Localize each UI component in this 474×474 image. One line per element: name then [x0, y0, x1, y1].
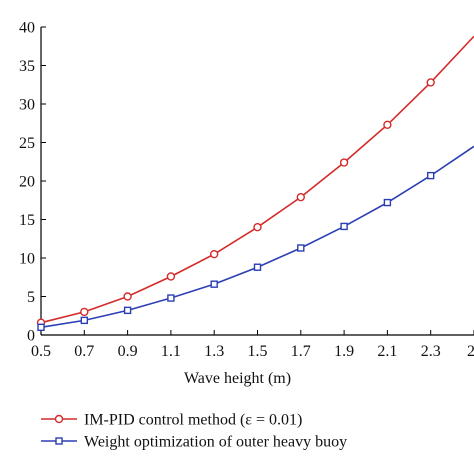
y-tick-label: 20: [19, 174, 35, 191]
data-point: [80, 316, 89, 325]
x-tick-label: 0.7: [74, 343, 94, 360]
x-tick-label: 0.9: [118, 343, 138, 360]
data-point: [210, 280, 218, 288]
legend-entry-1: IM-PID control method (ε = 0.01): [41, 412, 302, 429]
data-point: [167, 294, 175, 302]
y-tick-label: 10: [19, 251, 35, 268]
data-point: [427, 171, 435, 180]
y-tick-label: 25: [19, 135, 35, 152]
x-tick-label: 1.9: [334, 343, 354, 360]
data-point: [253, 222, 262, 232]
legend-entry-2: Weight optimization of outer heavy buoy: [41, 434, 347, 451]
x-tick-label: 2.1: [377, 343, 397, 360]
data-point: [426, 78, 435, 87]
x-ticks: 0.5 0.7 0.9 1.1 1.3 1.5 1.7 1.9 2.1 2.3 2: [31, 330, 474, 360]
data-point: [297, 244, 305, 252]
y-ticks: 0 5 10 15 20 25 30 35 40: [19, 20, 46, 345]
data-point: [209, 249, 219, 259]
y-tick-label: 0: [27, 328, 35, 345]
series-layer: [36, 35, 474, 331]
x-tick-label: 2.3: [421, 343, 441, 360]
x-tick-label: 1.1: [161, 343, 181, 360]
x-tick-label: 1.7: [291, 343, 311, 360]
x-axis-title: Wave height (m): [184, 370, 291, 387]
x-tick-label: 1.5: [248, 343, 268, 360]
y-tick-label: 5: [27, 289, 35, 306]
series-line: [40, 145, 474, 329]
y-tick-label: 15: [19, 212, 35, 229]
legend-label: IM-PID control method (ε = 0.01): [84, 412, 302, 429]
data-point: [80, 307, 89, 317]
legend-swatch-marker: [54, 414, 64, 424]
data-point: [296, 192, 305, 202]
legend-swatch-marker: [55, 437, 63, 445]
series-2: [37, 145, 474, 331]
x-tick-label: 0.5: [31, 343, 51, 360]
axes: [40, 27, 474, 336]
legend: IM-PID control method (ε = 0.01) Weight o…: [41, 412, 347, 451]
data-point: [253, 263, 262, 271]
data-point: [37, 323, 45, 331]
data-point: [123, 306, 132, 315]
x-tick-label: 2: [467, 343, 474, 360]
data-point: [383, 198, 392, 207]
y-tick-label: 40: [19, 20, 35, 37]
series-1: [36, 35, 474, 327]
data-point: [383, 120, 392, 129]
y-tick-label: 35: [19, 58, 35, 75]
data-point: [123, 292, 132, 301]
data-point: [339, 158, 349, 167]
x-tick-label: 1.3: [204, 343, 224, 360]
legend-label: Weight optimization of outer heavy buoy: [84, 434, 347, 451]
series-line: [40, 35, 474, 324]
data-point: [340, 222, 348, 231]
y-tick-label: 30: [19, 97, 35, 114]
data-point: [166, 272, 176, 281]
